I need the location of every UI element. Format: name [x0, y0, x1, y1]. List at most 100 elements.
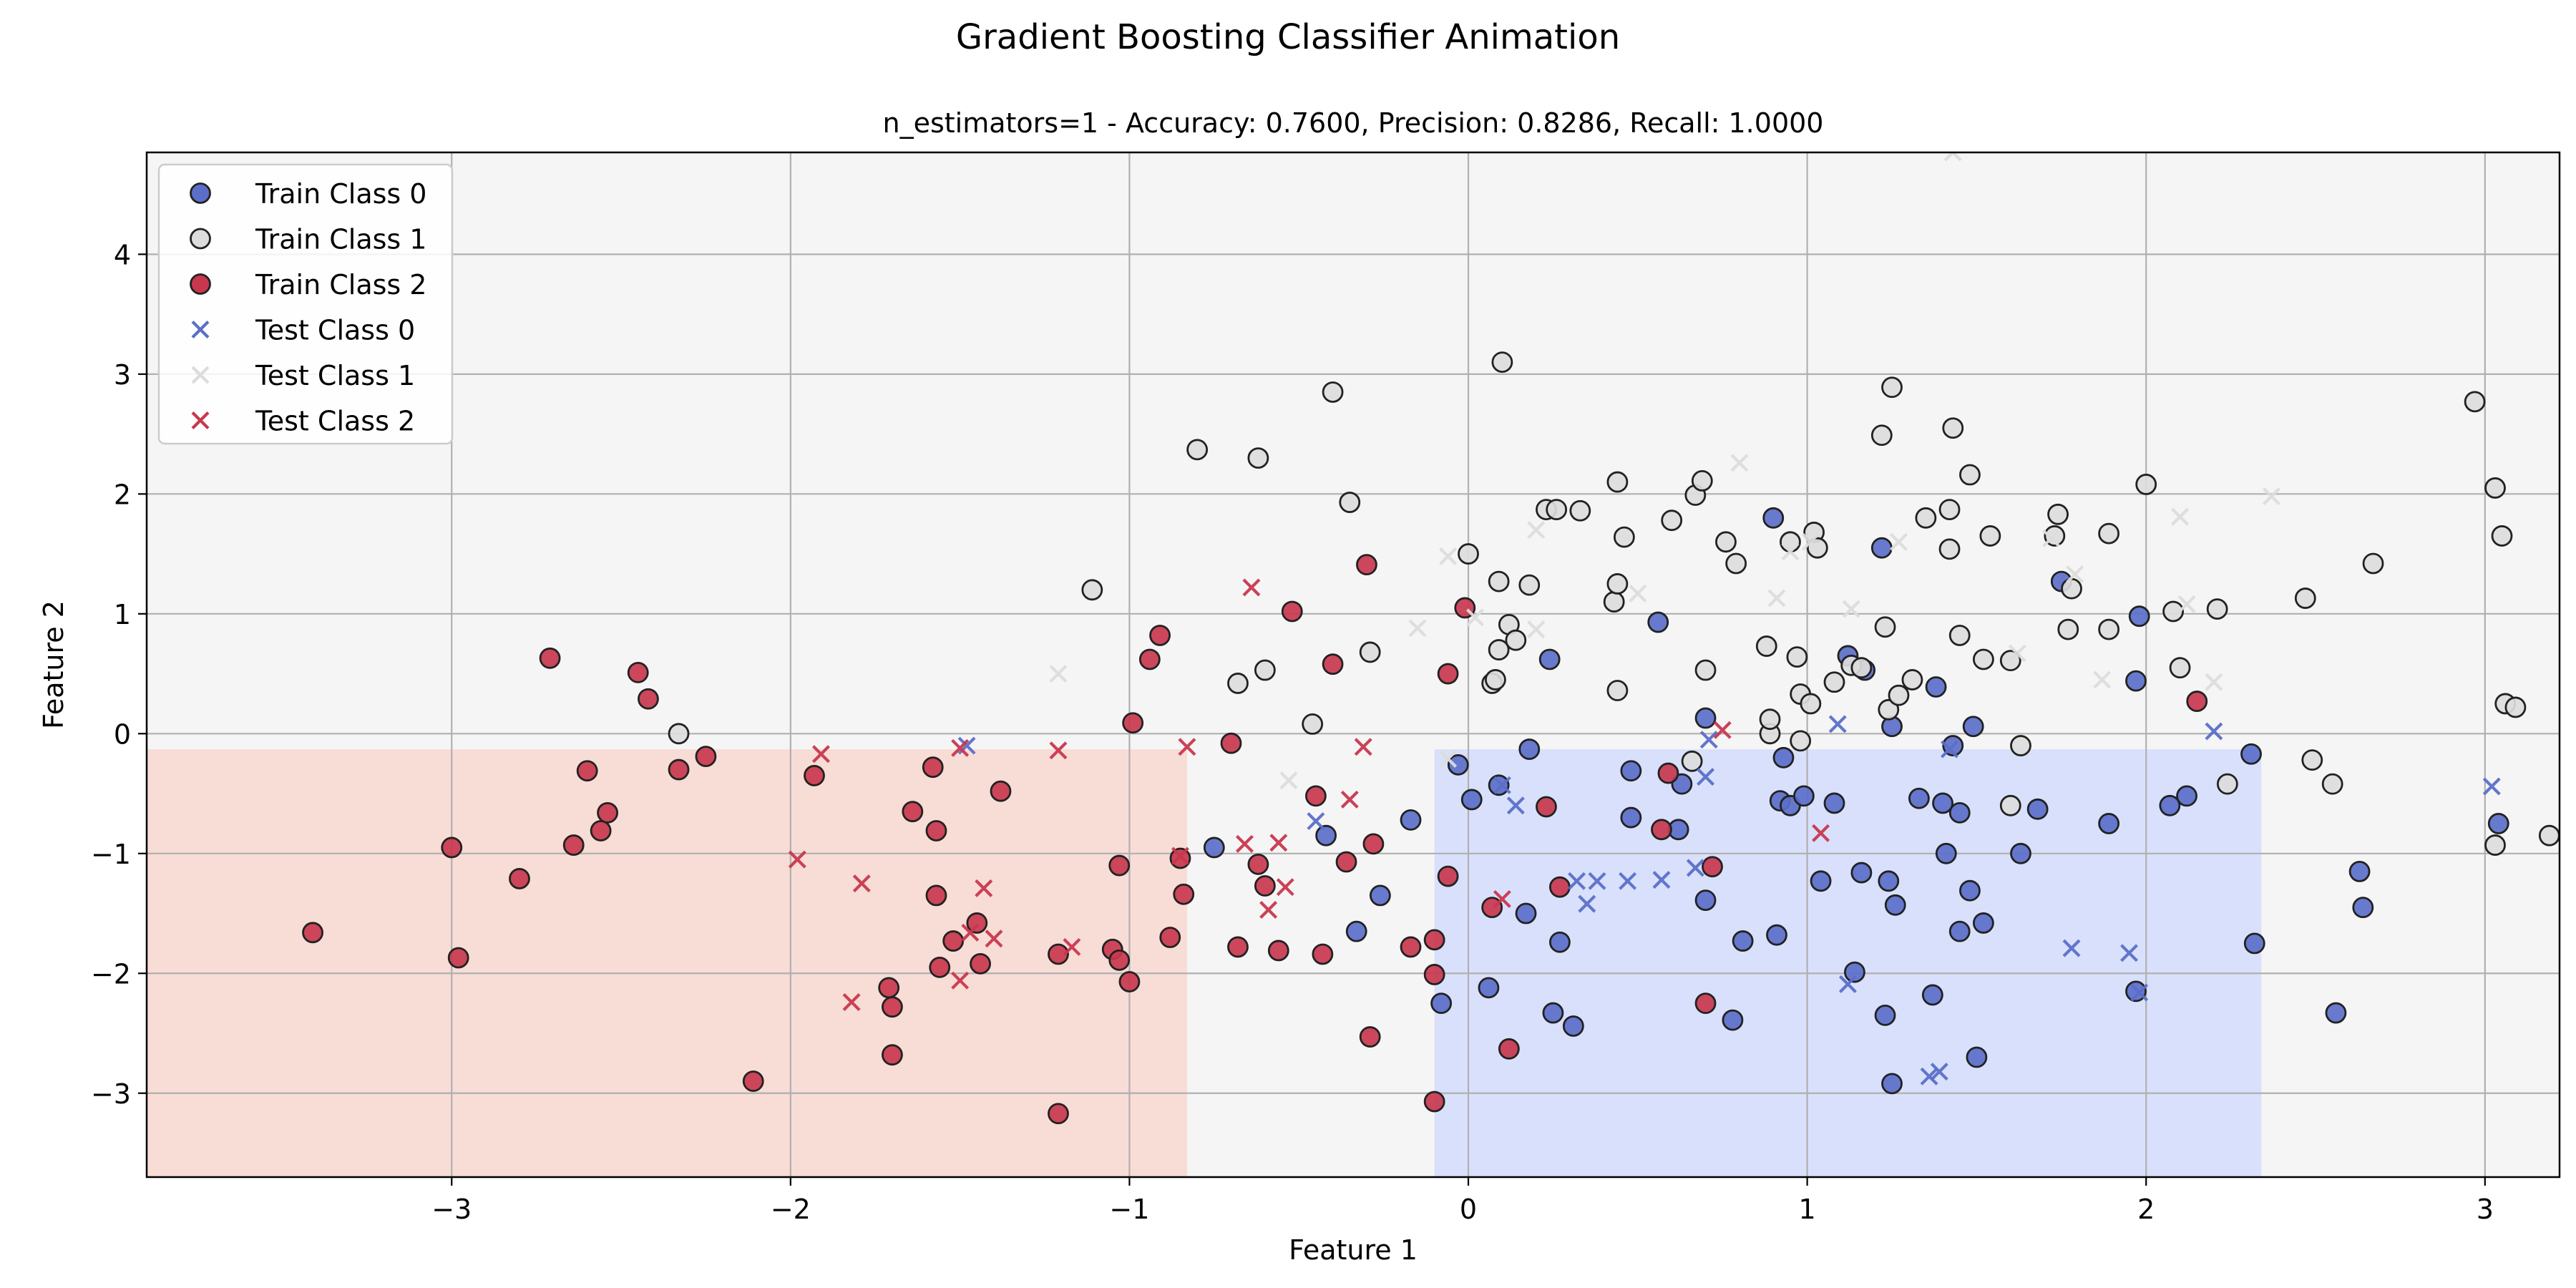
y-tick-label: 1	[114, 599, 131, 630]
data-point	[1938, 538, 1961, 560]
data-point	[1081, 579, 1103, 601]
data-point	[1400, 936, 1422, 958]
data-point	[1578, 894, 1596, 913]
series-train-class-0	[1203, 507, 2509, 1095]
data-point	[922, 756, 944, 779]
data-point	[2098, 813, 2120, 834]
data-point	[2159, 794, 2181, 816]
data-point	[1173, 883, 1195, 905]
data-point	[1935, 842, 1957, 864]
data-point	[2482, 777, 2501, 796]
data-point	[1801, 532, 1820, 551]
data-point	[590, 820, 612, 841]
data-point	[1780, 531, 1801, 553]
data-point	[1339, 492, 1361, 513]
data-point	[1122, 712, 1144, 734]
data-point	[2177, 595, 2196, 613]
data-point	[2135, 474, 2157, 495]
data-point	[1439, 749, 1458, 768]
data-point	[302, 922, 323, 944]
data-point	[1884, 894, 1906, 916]
data-point	[1874, 616, 1896, 638]
data-point	[1999, 794, 2021, 816]
data-point	[1108, 854, 1131, 877]
data-point	[1488, 570, 1510, 592]
data-point	[1790, 730, 1812, 752]
data-point	[2047, 503, 2069, 525]
data-point	[562, 834, 585, 856]
data-point	[1651, 819, 1672, 841]
data-point	[1850, 657, 1873, 679]
data-point	[1725, 552, 1747, 575]
data-point	[1354, 738, 1372, 756]
data-point	[1781, 542, 1800, 561]
x-tick-label: −3	[431, 1194, 472, 1225]
data-point	[1569, 499, 1591, 522]
data-point	[441, 836, 463, 859]
data-point	[1485, 669, 1506, 691]
legend-label: Train Class 1	[255, 224, 427, 255]
data-point	[1767, 589, 1786, 608]
data-point	[1844, 961, 1865, 983]
data-point	[852, 874, 871, 893]
data-point	[1959, 879, 1981, 902]
data-point	[942, 930, 965, 952]
data-point	[1694, 659, 1717, 681]
data-point	[1603, 591, 1625, 613]
data-point	[1049, 741, 1068, 760]
data-point	[1322, 381, 1344, 403]
data-point	[2464, 391, 2486, 413]
data-point	[2010, 735, 2031, 756]
data-point	[1715, 531, 1737, 553]
data-point	[1466, 608, 1484, 627]
data-point	[1235, 834, 1254, 853]
data-point	[1488, 639, 1510, 660]
data-point	[2206, 598, 2228, 620]
data-point	[1493, 889, 1511, 908]
data-point	[1518, 574, 1541, 596]
data-point	[1694, 707, 1717, 729]
data-point	[902, 801, 924, 823]
x-tick-label: −2	[771, 1194, 811, 1225]
y-tick-label: 3	[114, 359, 131, 391]
data-point	[2098, 618, 2120, 640]
data-point	[1786, 646, 1808, 668]
data-point	[1536, 796, 1557, 818]
data-point	[1850, 862, 1873, 884]
data-point	[1538, 648, 1561, 670]
data-point	[2352, 897, 2374, 919]
data-point	[1548, 931, 1571, 953]
data-point	[1423, 929, 1445, 951]
legend-label: Train Class 2	[255, 269, 427, 301]
data-point	[1657, 762, 1679, 784]
data-point	[1447, 753, 1469, 776]
x-axis-label: Feature 1	[1289, 1234, 1418, 1266]
data-point	[1766, 924, 1787, 946]
data-point	[1359, 1026, 1381, 1048]
data-point	[925, 820, 947, 841]
data-point	[1302, 713, 1324, 735]
y-tick-label: 4	[114, 239, 131, 270]
data-point	[1527, 521, 1546, 540]
data-point	[1276, 878, 1294, 897]
data-point	[1362, 833, 1385, 855]
data-point	[1169, 847, 1191, 869]
data-point	[1281, 600, 1303, 623]
data-point	[1792, 785, 1815, 807]
data-point	[1048, 943, 1069, 965]
data-point	[1423, 1091, 1445, 1113]
y-tick-label: 0	[114, 718, 131, 750]
data-point	[1491, 351, 1513, 373]
data-point	[1312, 943, 1334, 965]
data-point	[878, 977, 900, 999]
data-point	[2171, 507, 2190, 526]
data-point	[1938, 499, 1961, 521]
data-point	[1722, 1009, 1744, 1031]
axes-frame	[145, 151, 2561, 1179]
legend-marker	[191, 366, 210, 384]
data-point	[2008, 644, 2026, 663]
data-point	[1369, 884, 1391, 907]
data-point	[627, 661, 649, 683]
data-point	[2294, 587, 2316, 609]
legend-marker	[190, 273, 211, 295]
